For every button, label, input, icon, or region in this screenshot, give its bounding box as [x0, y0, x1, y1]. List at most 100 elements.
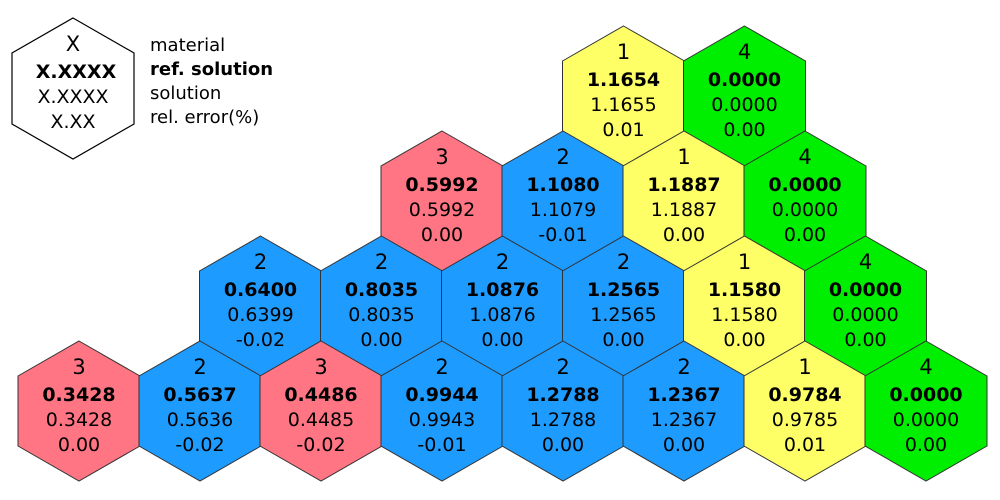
hex-ref-solution: 1.2565 — [587, 279, 660, 301]
hex-material-label: 2 — [496, 250, 509, 274]
hex-material-label: 4 — [738, 40, 751, 64]
hex-solution: 1.2788 — [530, 409, 596, 431]
hex-cell: 2 1.0876 1.0876 0.00 — [441, 235, 564, 377]
legend-label-rel-error: rel. error(%) — [150, 107, 259, 128]
hex-rel-error: 0.00 — [421, 224, 463, 246]
hex-material-label: 2 — [193, 355, 206, 379]
hex-material-label: 2 — [556, 355, 569, 379]
hex-cell: 3 0.5992 0.5992 0.00 — [380, 130, 504, 272]
hex-cell: 1 1.1580 1.1580 0.00 — [683, 235, 806, 377]
hex-material-label: 2 — [254, 250, 267, 274]
hex-ref-solution: 0.8035 — [345, 279, 418, 301]
hex-cell: 3 0.3428 0.3428 0.00 — [17, 340, 141, 482]
hex-ref-solution: 1.0876 — [466, 279, 539, 301]
hex-rel-error: 0.00 — [723, 119, 765, 141]
hex-material-label: 2 — [617, 250, 630, 274]
hex-solution: 0.5636 — [167, 409, 233, 431]
hex-cell: 4 0.0000 0.0000 0.00 — [743, 130, 867, 272]
legend: X X.XXXX X.XXXX X.XX material ref. solut… — [11, 17, 273, 160]
hex-solution: 1.1079 — [530, 199, 596, 221]
hex-ref-solution: 1.1887 — [647, 174, 720, 196]
hex-shape-material-4 — [864, 340, 988, 482]
hex-ref-solution: 0.6400 — [224, 279, 297, 301]
hex-solution: 0.0000 — [893, 409, 959, 431]
hex-solution: 1.0876 — [469, 304, 535, 326]
hex-ref-solution: 0.5992 — [405, 174, 478, 196]
hex-solution: 0.4485 — [288, 409, 354, 431]
hex-rel-error: 0.00 — [844, 329, 886, 351]
legend-hex-ref-solution: X.XXXX — [36, 61, 117, 83]
hex-ref-solution: 0.9784 — [768, 384, 841, 406]
hex-rel-error: 0.00 — [360, 329, 402, 351]
hex-ref-solution: 1.1654 — [587, 69, 660, 91]
hex-cell: 2 0.5637 0.5636 -0.02 — [138, 340, 262, 482]
hex-rel-error: 0.00 — [58, 434, 100, 456]
hex-cell: 2 1.2788 1.2788 0.00 — [501, 340, 625, 482]
hex-rel-error: -0.01 — [417, 434, 466, 456]
hex-material-label: 1 — [677, 145, 690, 169]
hex-material-label: 2 — [375, 250, 388, 274]
hex-ref-solution: 0.5637 — [163, 384, 236, 406]
hex-rel-error: 0.00 — [723, 329, 765, 351]
hex-material-label: 3 — [314, 355, 327, 379]
legend-hex-error: X.XX — [50, 111, 95, 133]
hex-cell: 1 1.1654 1.1655 0.01 — [562, 25, 685, 167]
hex-material-label: 4 — [798, 145, 811, 169]
hex-rel-error: 0.00 — [602, 329, 644, 351]
hex-solution: 1.2565 — [590, 304, 656, 326]
hex-cell: 2 0.9944 0.9943 -0.01 — [380, 340, 504, 482]
hex-material-label: 2 — [677, 355, 690, 379]
hex-material-label: 1 — [738, 250, 751, 274]
hex-rel-error: 0.00 — [905, 434, 947, 456]
hex-ref-solution: 0.0000 — [768, 174, 841, 196]
hex-cell: 4 0.0000 0.0000 0.00 — [864, 340, 988, 482]
hex-rel-error: 0.01 — [602, 119, 644, 141]
hex-ref-solution: 1.2367 — [647, 384, 720, 406]
hex-rel-error: 0.00 — [542, 434, 584, 456]
legend-hex-solution: X.XXXX — [37, 86, 108, 108]
legend-label-material: material — [150, 35, 225, 56]
hex-solution: 1.1580 — [711, 304, 777, 326]
hex-ref-solution: 1.1580 — [708, 279, 781, 301]
hex-solution: 0.0000 — [772, 199, 838, 221]
hex-ref-solution: 1.1080 — [526, 174, 599, 196]
hex-ref-solution: 0.0000 — [829, 279, 902, 301]
hex-rel-error: 0.00 — [663, 224, 705, 246]
hex-ref-solution: 0.3428 — [42, 384, 115, 406]
hex-ref-solution: 0.0000 — [889, 384, 962, 406]
hex-ref-solution: 0.4486 — [284, 384, 357, 406]
hex-rel-error: 0.00 — [663, 434, 705, 456]
hex-cell: 1 0.9784 0.9785 0.01 — [743, 340, 867, 482]
hex-material-label: 3 — [435, 145, 448, 169]
hex-ref-solution: 1.2788 — [526, 384, 599, 406]
hex-material-label: 3 — [72, 355, 85, 379]
legend-hex-material: X — [66, 32, 80, 56]
hex-material-label: 2 — [435, 355, 448, 379]
hex-cell: 2 1.1080 1.1079 -0.01 — [501, 130, 625, 272]
hex-ref-solution: 0.0000 — [708, 69, 781, 91]
hex-solution: 0.3428 — [46, 409, 112, 431]
hex-material-label: 2 — [556, 145, 569, 169]
hex-cell: 4 0.0000 0.0000 0.00 — [804, 235, 927, 377]
hex-rel-error: -0.01 — [538, 224, 587, 246]
legend-label-ref-solution: ref. solution — [150, 59, 273, 80]
hex-solution: 0.9943 — [409, 409, 475, 431]
hex-cell: 2 0.6400 0.6399 -0.02 — [199, 235, 322, 377]
hex-grid: 1 1.1654 1.1655 0.01 4 0.0000 0.0000 0.00 3 0.599… — [17, 25, 988, 482]
hex-solution: 0.9785 — [772, 409, 838, 431]
hex-rel-error: -0.02 — [296, 434, 345, 456]
hex-solution: 1.1887 — [651, 199, 717, 221]
hex-solution: 0.6399 — [227, 304, 293, 326]
hex-solution: 0.0000 — [832, 304, 898, 326]
hex-rel-error: 0.00 — [481, 329, 523, 351]
legend-label-solution: solution — [150, 83, 221, 104]
hex-material-label: 4 — [859, 250, 872, 274]
hex-cell: 4 0.0000 0.0000 0.00 — [683, 25, 806, 167]
hex-rel-error: -0.02 — [175, 434, 224, 456]
hex-rel-error: 0.01 — [784, 434, 826, 456]
hex-cell: 3 0.4486 0.4485 -0.02 — [259, 340, 383, 482]
hex-rel-error: -0.02 — [236, 329, 285, 351]
hex-rel-error: 0.00 — [784, 224, 826, 246]
hex-ref-solution: 0.9944 — [405, 384, 478, 406]
